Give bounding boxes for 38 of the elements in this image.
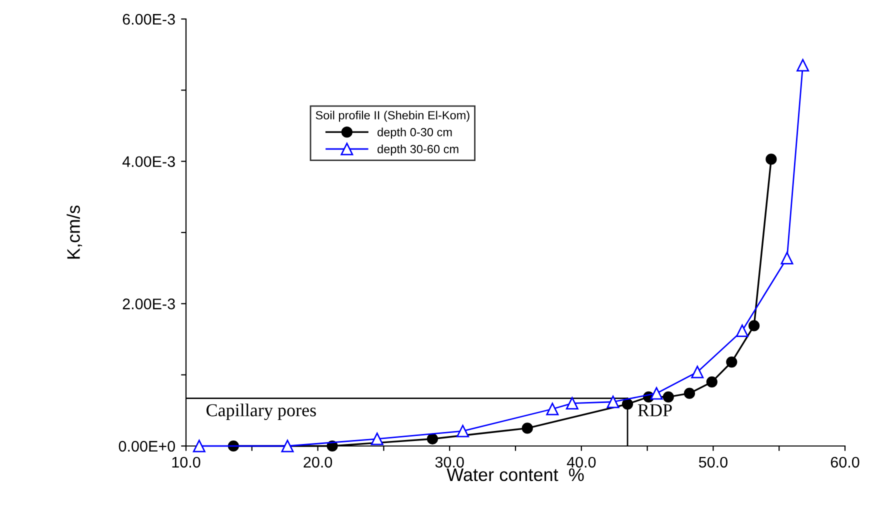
point	[566, 397, 578, 410]
point	[726, 356, 738, 368]
point	[426, 433, 438, 444]
point	[650, 387, 663, 400]
point	[192, 440, 206, 452]
point	[780, 252, 794, 264]
annotation: RDP	[638, 404, 672, 416]
point	[281, 440, 294, 452]
legend-title: Soil profile II (Shebin El-Kom)	[316, 110, 470, 122]
point	[370, 432, 384, 446]
point	[796, 59, 810, 72]
x-tick-label: 20.0	[304, 456, 332, 468]
x-tick-label: 60.0	[830, 456, 860, 468]
y-axis-title: K,cm/s	[66, 206, 82, 259]
point	[706, 376, 718, 388]
legend-label: depth 0-30 cm	[378, 128, 452, 139]
point	[684, 388, 696, 399]
y-tick-label: 4.00E-3	[122, 156, 175, 168]
x-tick-label: 40.0	[566, 456, 596, 468]
point	[736, 324, 748, 337]
y-tick-label: 6.00E-3	[122, 14, 175, 25]
point	[748, 320, 760, 332]
point	[622, 398, 634, 410]
point	[522, 422, 533, 434]
legend-label: depth 30-60 cm	[378, 144, 458, 156]
x-axis-title: Water content %	[446, 468, 584, 482]
x-tick-label: 10.0	[172, 456, 200, 468]
x-tick-label: 50.0	[698, 456, 728, 468]
point	[546, 402, 559, 416]
point	[606, 396, 620, 408]
point	[766, 154, 777, 165]
y-tick-label: 2.00E-3	[122, 298, 175, 310]
point	[662, 391, 674, 402]
point	[691, 366, 704, 378]
annotation: Capillary pores	[206, 404, 316, 420]
point	[456, 424, 470, 438]
x-tick-label: 30.0	[435, 456, 464, 468]
y-tick-label: 0.00E+0	[118, 440, 175, 452]
